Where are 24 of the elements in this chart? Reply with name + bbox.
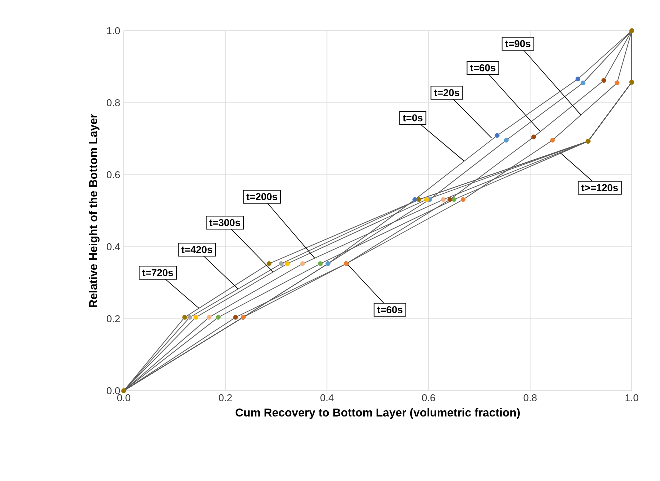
x-axis-title: Cum Recovery to Bottom Layer (volumetric fraction) [236,408,520,420]
x-tick-label: 0.6 [422,394,436,402]
annotation: t=60s [470,64,496,72]
y-tick-label: 0.8 [107,99,120,107]
y-tick-label: 1.0 [107,27,120,35]
annotation: t=300s [210,219,240,226]
annotation: t=0s [403,114,423,122]
y-axis-title: Relative Height of the Bottom Layer [89,114,100,308]
y-tick-label: 0.4 [107,243,120,251]
annotation: t=20s [434,89,460,96]
x-tick-label: 0.8 [524,394,537,402]
annotation: t>=120s [582,184,618,192]
annotation: t=60s [377,306,403,314]
x-tick-label: 1.0 [626,394,639,402]
y-tick-label: 0.6 [107,171,120,179]
x-tick-label: 0.0 [117,394,131,402]
annotation: t=200s [246,193,278,200]
annotation: t=420s [182,246,212,254]
y-tick-label: 0.0 [107,387,120,395]
x-tick-label: 0.4 [320,394,334,402]
x-tick-label: 0.2 [219,394,232,402]
y-tick-label: 0.2 [107,315,120,323]
annotation: t=90s [505,40,531,48]
annotation: t=720s [142,269,174,276]
